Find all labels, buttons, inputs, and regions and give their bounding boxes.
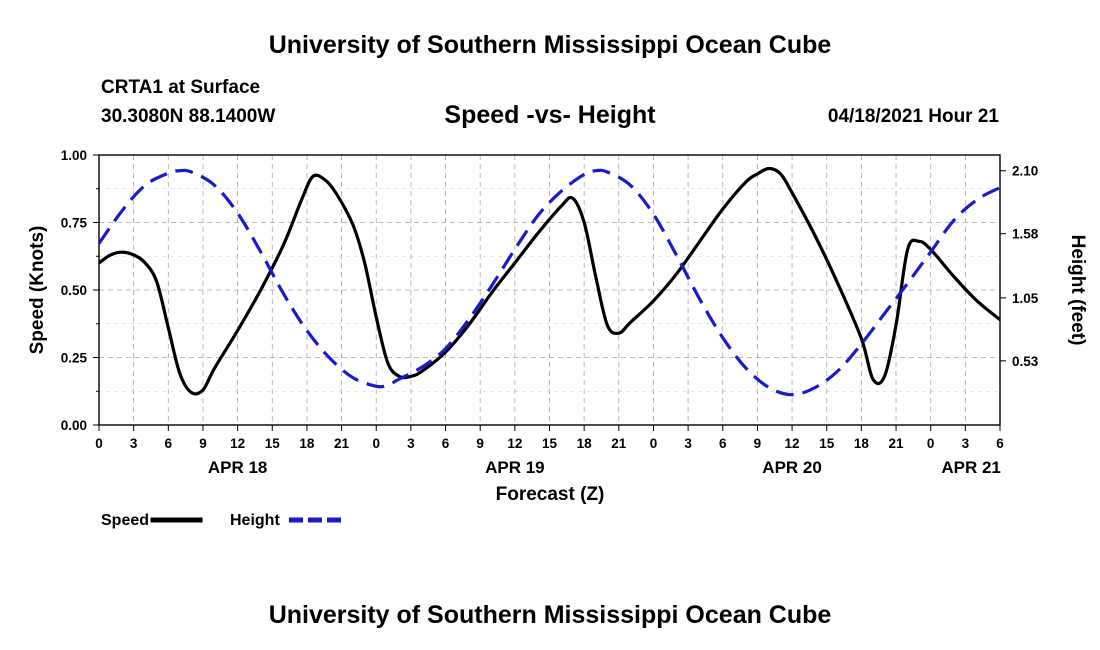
x-tick-label: 12 [507, 436, 522, 451]
x-tick-label: 0 [95, 436, 103, 451]
legend-label-height: Height [230, 512, 280, 529]
x-tick-label: 6 [996, 436, 1004, 451]
y2-tick-label: 0.53 [1012, 354, 1039, 369]
date-label: APR 19 [485, 458, 545, 477]
x-tick-label: 9 [754, 436, 762, 451]
speed-height-chart: 0 3 6 9 12 15 18 21 0 3 6 9 12 15 18 21 0 3 6 9 12 15 18 21 0 3 6 A… [27, 148, 1088, 529]
grid-lines [99, 155, 1000, 425]
chart-legend: Speed Height [101, 512, 341, 529]
x-tick-label: 6 [165, 436, 173, 451]
x-tick-label: 18 [854, 436, 870, 451]
chart-axes [93, 154, 1006, 431]
legend-label-speed: Speed [101, 512, 149, 529]
y-tick-label: 0.75 [61, 216, 88, 231]
date-label: APR 18 [208, 458, 268, 477]
series-lines [99, 166, 1000, 397]
y2-axis-title: Height (feet) [1067, 235, 1088, 346]
x-tick-label: 3 [962, 436, 970, 451]
x-tick-label: 3 [684, 436, 692, 451]
x-tick-label: 21 [889, 436, 905, 451]
y-tick-label: 0.50 [61, 283, 87, 298]
y-axis-title: Speed (Knots) [27, 226, 48, 355]
x-tick-label: 15 [265, 436, 281, 451]
x-tick-label: 0 [650, 436, 658, 451]
x-tick-label: 9 [199, 436, 207, 451]
x-tick-label: 15 [542, 436, 558, 451]
x-tick-label: 12 [230, 436, 245, 451]
y-tick-label: 1.00 [61, 148, 87, 163]
chart-title-top: University of Southern Mississippi Ocean… [268, 31, 832, 59]
series-line-height [99, 168, 1000, 397]
date-label: APR 20 [762, 458, 822, 477]
x-tick-label: 3 [130, 436, 138, 451]
y-tick-label: 0.25 [61, 351, 88, 366]
date-label: APR 21 [941, 458, 1001, 477]
forecast-datetime: 04/18/2021 Hour 21 [827, 106, 999, 127]
tick-labels: 0 3 6 9 12 15 18 21 0 3 6 9 12 15 18 21 0 3 6 9 12 15 18 21 0 3 6 A… [27, 148, 1088, 505]
x-tick-label: 0 [372, 436, 380, 451]
x-tick-label: 9 [476, 436, 484, 451]
x-tick-label: 15 [819, 436, 835, 451]
x-tick-label: 21 [334, 436, 350, 451]
x-tick-label: 18 [299, 436, 315, 451]
chart-subtitle: Speed -vs- Height [444, 101, 656, 129]
x-tick-label: 6 [442, 436, 450, 451]
y2-tick-label: 1.05 [1012, 291, 1039, 306]
x-tick-label: 6 [719, 436, 727, 451]
x-tick-label: 0 [927, 436, 935, 451]
y2-tick-label: 1.58 [1012, 227, 1039, 242]
y-tick-label: 0.00 [61, 418, 87, 433]
x-tick-label: 3 [407, 436, 415, 451]
x-tick-label: 18 [577, 436, 593, 451]
station-coordinates: 30.3080N 88.1400W [101, 106, 276, 127]
x-tick-label: 12 [785, 436, 800, 451]
series-line-speed [99, 166, 1000, 396]
x-tick-label: 21 [611, 436, 627, 451]
chart-title-bottom: University of Southern Mississippi Ocean… [268, 601, 832, 629]
x-axis-title: Forecast (Z) [496, 484, 605, 505]
station-name: CRTA1 at Surface [101, 77, 261, 98]
y2-tick-label: 2.10 [1012, 164, 1038, 179]
